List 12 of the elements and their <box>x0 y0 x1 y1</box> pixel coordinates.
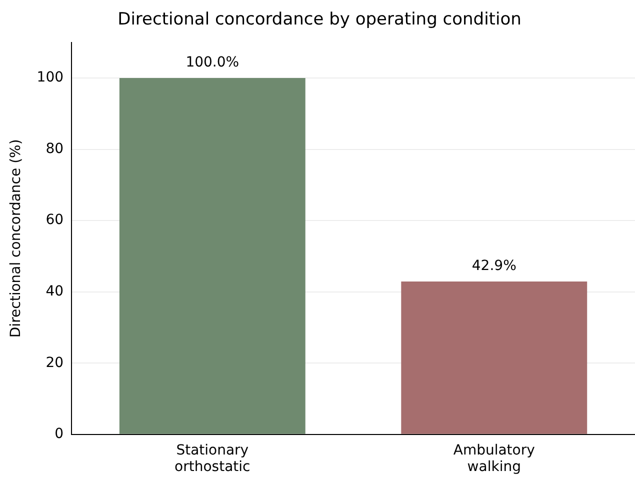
y-tick-label: 0 <box>54 426 64 442</box>
y-tick-label: 100 <box>36 70 64 86</box>
data-label: 42.9% <box>472 258 516 274</box>
data-label: 100.0% <box>186 54 240 71</box>
y-axis-title: Directional concordance (%) <box>8 139 24 338</box>
y-tick-label: 20 <box>46 354 64 371</box>
y-tick-label: 40 <box>46 283 64 300</box>
x-tick-label: Stationary orthostatic <box>174 442 250 476</box>
y-tick-label: 80 <box>46 140 64 157</box>
x-tick-label: Ambulatory walking <box>453 442 535 476</box>
y-tick-label: 60 <box>46 212 64 228</box>
chart-title: Directional concordance by operating condition <box>118 10 522 30</box>
